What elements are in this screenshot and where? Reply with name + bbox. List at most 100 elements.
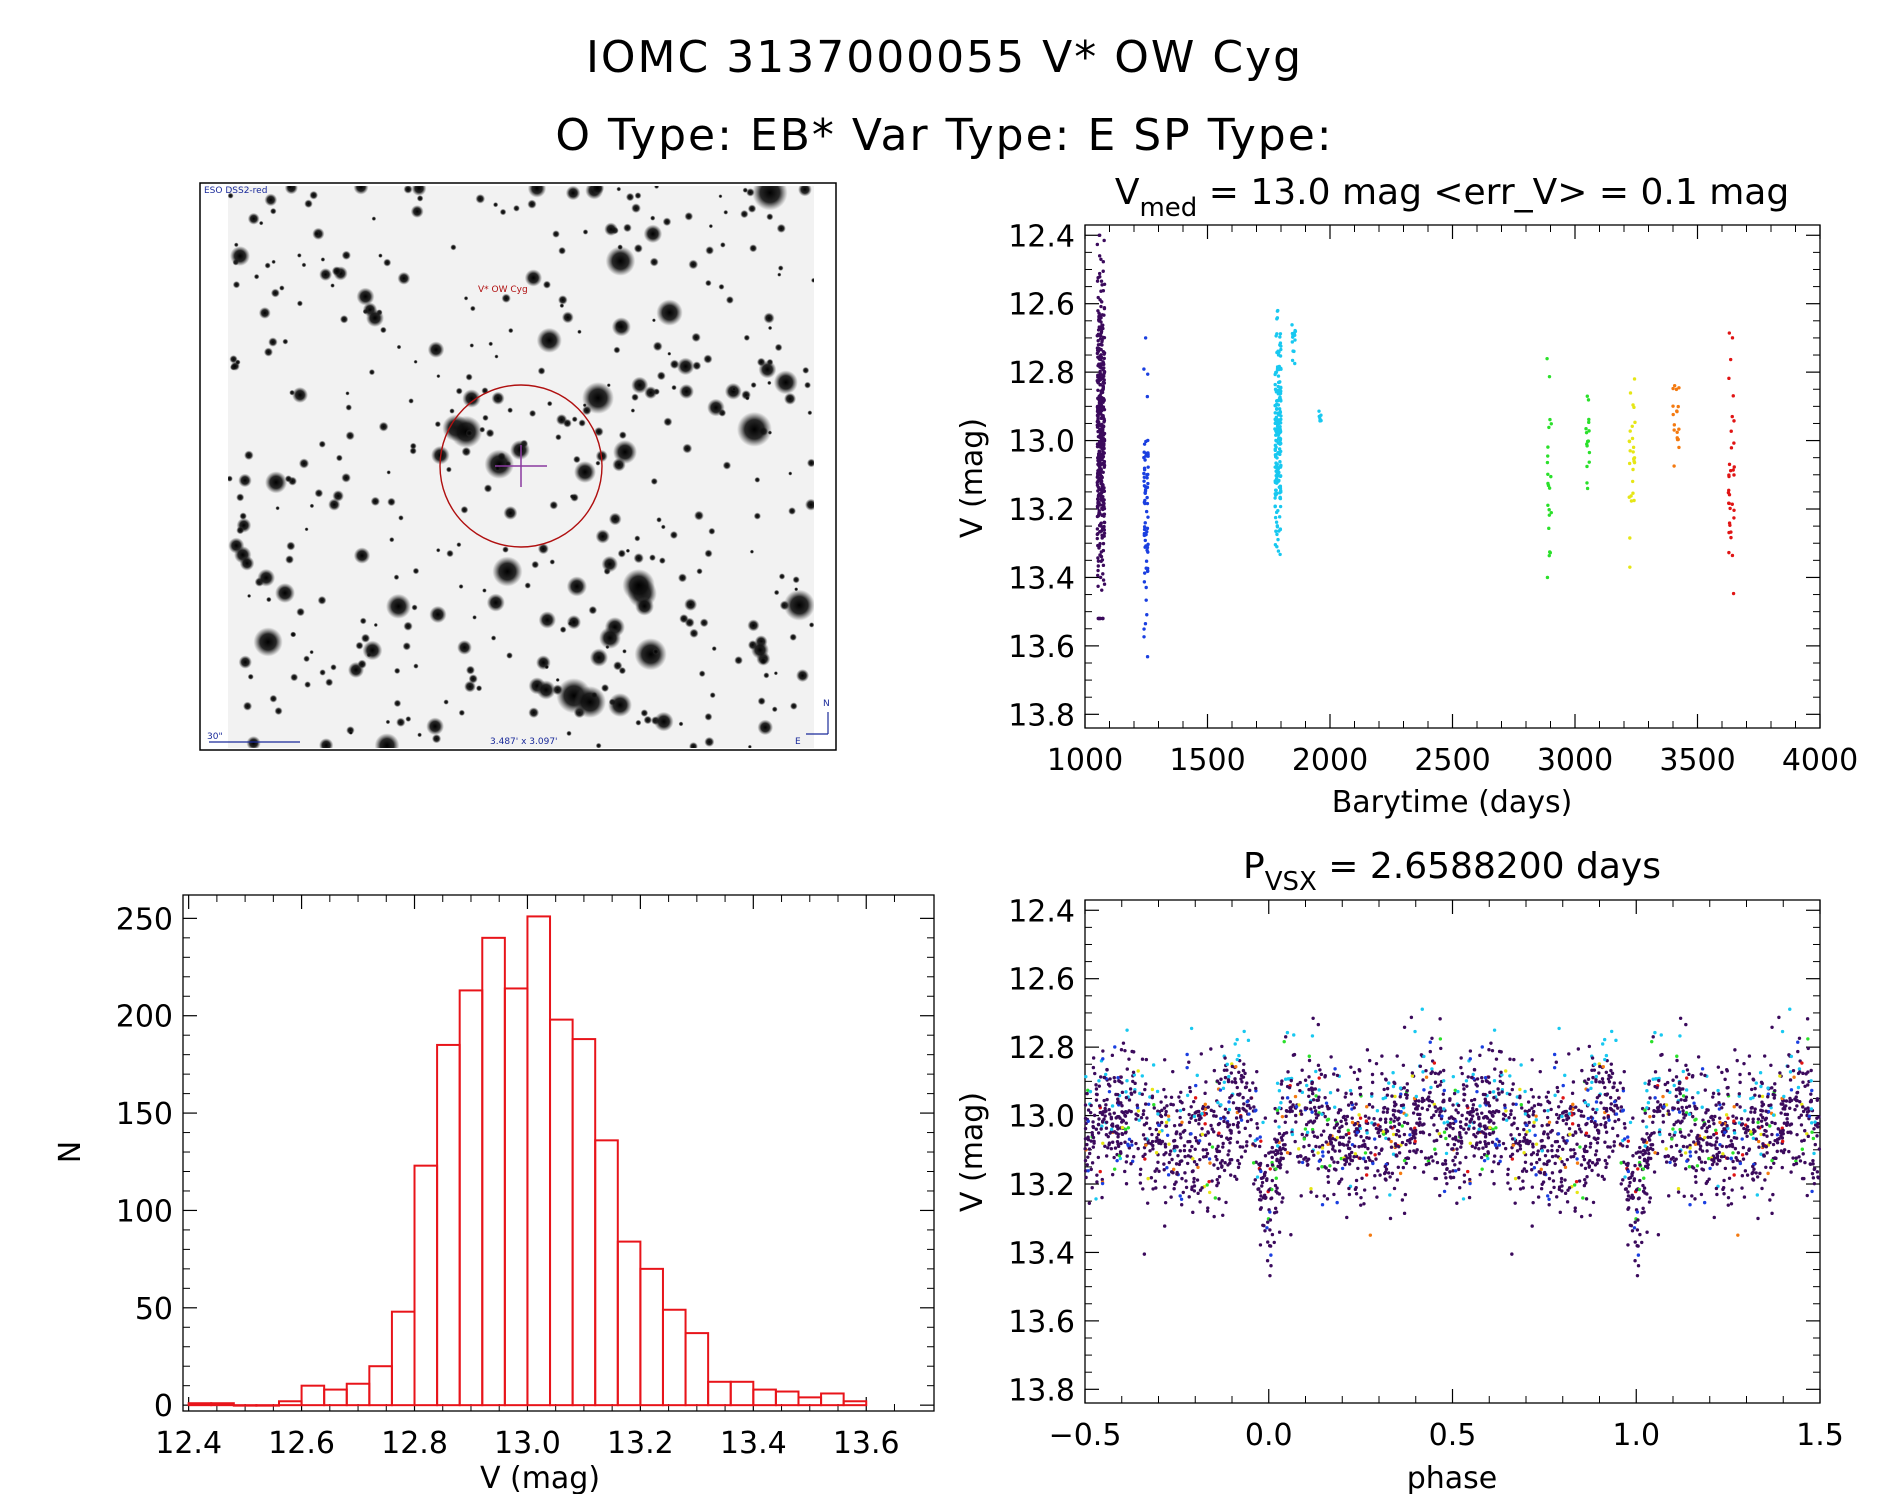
phased-curve-point xyxy=(1546,1099,1550,1104)
phased-curve-point xyxy=(1584,1197,1589,1201)
phased-curve-point xyxy=(1183,1128,1187,1133)
light-curve-point xyxy=(1143,498,1147,503)
phased-curve-point xyxy=(1187,1120,1192,1125)
finder-star xyxy=(263,347,274,357)
phased-curve-point xyxy=(1646,1163,1650,1167)
phased-curve-point xyxy=(1417,1117,1422,1121)
phased-curve-point xyxy=(1184,1179,1188,1183)
phased-curve-point xyxy=(1771,1192,1775,1197)
finder-star xyxy=(373,622,378,628)
phased-curve-point xyxy=(1722,1178,1726,1183)
phased-curve-point xyxy=(1411,1130,1415,1135)
phased-curve-point xyxy=(1477,1127,1481,1131)
phased-curve-point xyxy=(1530,1168,1534,1172)
phased-curve-point xyxy=(1622,1137,1627,1141)
phased-curve-point xyxy=(1175,1109,1179,1113)
light-curve-point xyxy=(1102,352,1106,356)
finder-star xyxy=(566,614,582,630)
phased-curve-point xyxy=(1142,1123,1147,1127)
finder-star xyxy=(413,663,419,669)
finder-star xyxy=(595,742,602,748)
finder-star xyxy=(290,631,296,638)
phased-curve-point xyxy=(1647,1151,1651,1156)
phased-curve-point xyxy=(1479,1155,1484,1160)
phased-curve-point xyxy=(1221,1141,1225,1146)
finder-star xyxy=(754,476,761,483)
light-curve-point xyxy=(1585,486,1590,491)
phased-curve-point xyxy=(1643,1108,1647,1112)
phased-curve-point xyxy=(1718,1120,1722,1125)
phased-curve-point xyxy=(1220,1159,1224,1163)
finder-star xyxy=(285,555,294,564)
phased-curve-point xyxy=(1609,1102,1613,1106)
phased-curve-point xyxy=(1343,1118,1348,1122)
light-curve-point xyxy=(1098,461,1102,465)
phased-curve-point xyxy=(1672,1133,1676,1137)
phased-curve-point xyxy=(1733,1166,1737,1170)
phased-curve-point xyxy=(1483,1092,1487,1097)
finder-star xyxy=(257,568,276,587)
phased-curve-point xyxy=(1268,1167,1272,1171)
phased-curve-point xyxy=(1458,1185,1462,1190)
phased-curve-point xyxy=(1144,1057,1149,1062)
finder-star xyxy=(443,699,449,705)
phased-curve-point xyxy=(1473,1146,1477,1150)
phased-curve-point xyxy=(1642,1139,1647,1143)
light-curve-point xyxy=(1676,437,1680,442)
finder-star xyxy=(699,618,709,628)
phased-curve-point xyxy=(1707,1177,1711,1181)
phased-curve-point xyxy=(1438,1193,1442,1198)
light-curve-point xyxy=(1273,504,1277,509)
light-curve-point xyxy=(1102,306,1107,311)
phased-curve-point xyxy=(1323,1075,1327,1079)
phased-curve-point xyxy=(1413,1128,1418,1133)
phased-curve-point xyxy=(1248,1134,1252,1138)
light-curve-point xyxy=(1672,423,1677,427)
phased-curve-point xyxy=(1604,1109,1609,1113)
phased-curve-point xyxy=(1276,1151,1280,1155)
phased-curve-point xyxy=(1606,1077,1611,1081)
phased-curve-point xyxy=(1466,1075,1470,1079)
phased-curve-point xyxy=(1575,1161,1580,1165)
phased-curve-point xyxy=(1123,1169,1127,1174)
phased-curve-point xyxy=(1626,1139,1631,1143)
phased-curve-point xyxy=(1180,1176,1184,1181)
phased-curve-point xyxy=(1593,1110,1598,1115)
phased-curve-point xyxy=(1784,1099,1789,1103)
phased-curve-point xyxy=(1267,1188,1271,1192)
phased-curve-point xyxy=(1614,1112,1619,1116)
finder-star xyxy=(319,268,333,281)
phased-curve-point xyxy=(1703,1160,1707,1165)
type-subtitle: O Type: EB* Var Type: E SP Type: xyxy=(555,110,1334,161)
phased-curve-point xyxy=(1335,1073,1340,1078)
finder-star xyxy=(434,421,442,428)
phased-curve-point xyxy=(1354,1185,1358,1190)
finder-star xyxy=(578,419,586,427)
phased-curve-point xyxy=(1127,1109,1131,1113)
phased-curve-point xyxy=(1547,1159,1551,1163)
phased-curve-point xyxy=(1697,1140,1701,1145)
light-curve-point xyxy=(1099,389,1103,393)
phased-curve-point xyxy=(1091,1056,1096,1060)
light-curve-point xyxy=(1102,366,1106,370)
phased-curve-point xyxy=(1433,1105,1437,1109)
phased-curve-point xyxy=(1496,1087,1500,1091)
phased-curve-point xyxy=(1603,1085,1607,1090)
phased-curve-point xyxy=(1760,1109,1765,1113)
phased-curve-point xyxy=(1217,1197,1221,1201)
phased-curve-point xyxy=(1700,1067,1705,1071)
finder-star xyxy=(301,262,307,268)
phased-curve-point xyxy=(1514,1102,1518,1106)
phased-curve-point xyxy=(1200,1132,1205,1137)
light-curve-point xyxy=(1143,501,1147,506)
phased-curve-point xyxy=(1104,1103,1108,1107)
phased-curve-point xyxy=(1428,1040,1432,1044)
phased-curve-point xyxy=(1154,1186,1158,1190)
phased-curve-point xyxy=(1197,1109,1201,1114)
phased-curve-point xyxy=(1622,1069,1626,1074)
phased-curve-point xyxy=(1573,1151,1577,1156)
phased-curve-point xyxy=(1681,1144,1686,1149)
phased-curve-point xyxy=(1123,1140,1127,1144)
histogram-bar xyxy=(707,1380,732,1407)
light-curve-point xyxy=(1677,445,1681,450)
